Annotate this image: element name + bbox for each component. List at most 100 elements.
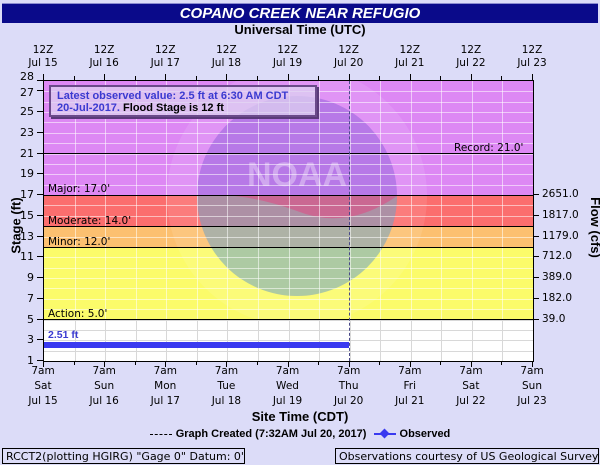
- stage-tick-mark: [37, 360, 43, 361]
- cdt-tick-mark: [287, 361, 289, 367]
- cdt-tick-mark: [470, 361, 472, 367]
- utc-tick-time: 12Z: [338, 44, 359, 56]
- stage-tick-mark: [37, 131, 43, 133]
- grid-line-vertical: [166, 81, 168, 361]
- cdt-tick-date: Jul 19: [272, 395, 303, 407]
- legend-graph-created: Graph Created (7:32AM Jul 20, 2017): [175, 428, 367, 440]
- grid-line-vertical: [441, 81, 443, 361]
- grid-line-horizontal: [44, 298, 533, 300]
- record-line: [44, 153, 533, 154]
- cdt-tick-day: Wed: [276, 380, 299, 392]
- utc-tick-label: 12Z Jul 20: [319, 44, 379, 70]
- cdt-tick-date: Jul 21: [395, 395, 425, 407]
- utc-tick-label: 12Z Jul 19: [258, 44, 318, 70]
- grid-line-vertical: [74, 320, 76, 361]
- cdt-minor-tick-mark: [501, 361, 503, 365]
- grid-line-horizontal: [44, 215, 533, 217]
- grid-line-vertical: [166, 320, 168, 361]
- stage-tick-mark: [37, 80, 43, 81]
- cdt-tick-label: 7am Wed Jul 19: [258, 364, 318, 409]
- dashed-line-icon: [149, 433, 172, 435]
- stage-tick-label: 17: [20, 188, 34, 202]
- grid-line-horizontal: [44, 132, 533, 134]
- utc-tick-mark: [532, 74, 533, 80]
- utc-minor-tick-mark: [256, 76, 258, 80]
- cdt-tick-day: Sun: [94, 380, 115, 392]
- cdt-tick-label: 7am Sun Jul 23: [502, 364, 562, 409]
- stage-tick-label: 19: [20, 167, 34, 181]
- utc-tick-label: 12Z Jul 23: [502, 44, 562, 70]
- stage-tick-mark: [37, 152, 43, 154]
- grid-line-vertical: [135, 81, 137, 361]
- flow-tick-mark: [533, 318, 539, 320]
- cdt-tick-date: Jul 20: [333, 395, 364, 407]
- stage-tick-label: 25: [20, 105, 34, 119]
- moderate-label: Moderate: 14.0': [48, 215, 132, 227]
- stage-tick-mark: [37, 277, 43, 279]
- grid-line-vertical: [257, 81, 259, 361]
- latest-observation-box: Latest observed value: 2.5 ft at 6:30 AM…: [49, 85, 317, 117]
- stage-tick-label: 3: [27, 333, 34, 347]
- stage-tick-mark: [37, 235, 43, 237]
- utc-tick-time: 12Z: [154, 44, 176, 56]
- utc-tick-time: 12Z: [32, 44, 54, 56]
- cdt-minor-tick-mark: [134, 361, 136, 365]
- cdt-tick-day: Tue: [217, 380, 236, 392]
- utc-tick-mark: [165, 74, 167, 80]
- grid-line-vertical: [227, 320, 229, 361]
- flow-axis-title: Flow (cfs): [587, 197, 600, 258]
- cdt-tick-label: 7am Tue Jul 18: [196, 364, 256, 409]
- grid-line-vertical: [349, 81, 351, 361]
- stage-tick-mark: [37, 214, 43, 216]
- cdt-tick-label: 7am Fri Jul 21: [380, 364, 440, 409]
- grid-line-vertical: [105, 320, 107, 361]
- cdt-tick-date: Jul 15: [28, 395, 58, 407]
- cdt-tick-label: 7am Thu Jul 20: [319, 364, 379, 409]
- major-line: [44, 195, 533, 196]
- cdt-tick-label: 7am Sun Jul 16: [74, 364, 134, 409]
- utc-minor-tick-mark: [501, 76, 503, 80]
- cdt-tick-date: Jul 17: [150, 395, 180, 407]
- utc-tick-mark: [409, 74, 411, 80]
- minor-label: Minor: 12.0': [48, 236, 111, 248]
- flow-tick-label: 389.0: [542, 271, 573, 284]
- grid-line-vertical: [502, 320, 504, 361]
- usgs-credit-note: Observations courtesy of US Geological S…: [335, 448, 599, 464]
- grid-line-vertical: [105, 81, 107, 361]
- stage-tick-label: 11: [20, 250, 34, 264]
- cdt-tick-time: 7am: [214, 365, 239, 377]
- flow-tick-mark: [533, 256, 539, 258]
- record-label: Record: 21.0': [454, 142, 524, 154]
- stage-axis-title: Stage (ft): [8, 197, 24, 254]
- utc-tick-label: 12Z Jul 17: [135, 44, 195, 70]
- grid-line-horizontal: [44, 309, 533, 311]
- stage-tick-mark: [37, 256, 43, 258]
- cdt-tick-time: 7am: [336, 365, 361, 377]
- grid-line-vertical: [380, 81, 382, 361]
- stage-tick-label: 1: [27, 354, 34, 367]
- grid-line-horizontal: [44, 288, 533, 290]
- utc-tick-mark: [470, 74, 472, 80]
- flow-tick-label: 182.0: [542, 291, 573, 304]
- cdt-tick-time: 7am: [31, 365, 55, 377]
- cdt-tick-time: 7am: [459, 365, 483, 377]
- minor-line: [44, 247, 533, 248]
- utc-tick-time: 12Z: [521, 44, 543, 56]
- grid-line-vertical: [410, 320, 412, 361]
- stage-tick-mark: [37, 111, 43, 113]
- flow-tick-mark: [533, 194, 539, 196]
- grid-line-vertical: [196, 320, 198, 361]
- grid-line-vertical: [502, 81, 504, 361]
- stage-tick-label: 5: [27, 312, 34, 326]
- utc-minor-tick-mark: [440, 76, 442, 80]
- grid-line-horizontal: [44, 257, 533, 259]
- utc-tick-time: 12Z: [277, 44, 298, 56]
- utc-tick-time: 12Z: [399, 44, 421, 56]
- cdt-minor-tick-mark: [73, 361, 75, 365]
- grid-line-horizontal: [44, 184, 533, 186]
- grid-line-vertical: [471, 81, 473, 361]
- cdt-tick-mark: [104, 361, 106, 367]
- cdt-tick-mark: [409, 361, 411, 367]
- plot-area: NOAA Record: 21.0' Major: 17.0' Moderate…: [43, 80, 534, 362]
- utc-tick-mark: [104, 74, 106, 80]
